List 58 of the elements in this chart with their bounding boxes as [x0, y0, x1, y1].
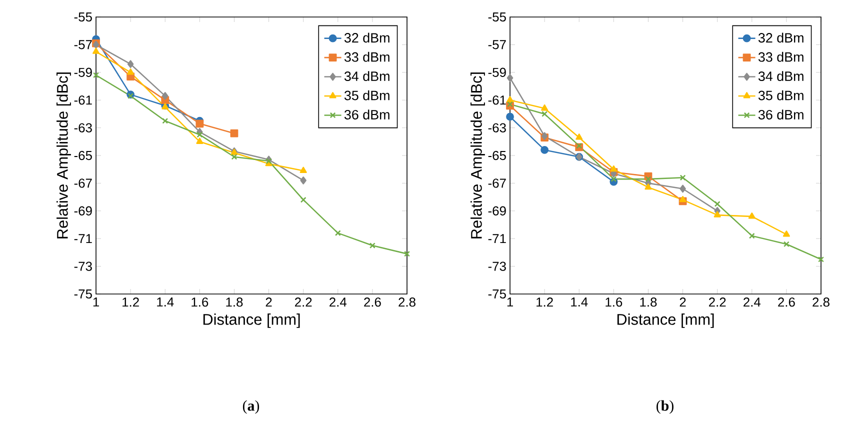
legend-label: 36 dBm — [344, 110, 390, 120]
y-tick-label: -73 — [74, 262, 92, 271]
x-tick-label: 1.8 — [226, 298, 243, 307]
y-tick-label: -57 — [488, 40, 506, 50]
y-tick-label: -59 — [488, 68, 506, 77]
y-tick-label: -63 — [74, 123, 92, 132]
x-tick-label: 2.4 — [744, 298, 761, 307]
legend-label: 32 dBm — [758, 32, 804, 43]
y-tick-label: -63 — [488, 123, 506, 132]
x-tick-label: 2.6 — [778, 298, 795, 307]
x-tick-label: 1.2 — [122, 298, 139, 307]
x-tick-label: 1.2 — [536, 298, 553, 307]
x-axis-title: Distance [mm] — [617, 314, 714, 328]
x-tick-label: 2.6 — [364, 298, 381, 307]
legend-label: 35 dBm — [344, 90, 390, 100]
x-tick-label: 1.4 — [157, 298, 174, 306]
x-tick-label: 1 — [507, 298, 513, 306]
y-tick-label: -67 — [488, 178, 506, 188]
y-tick-label: -69 — [488, 206, 506, 216]
y-tick-label: -57 — [74, 40, 92, 50]
x-tick-label: 1.6 — [192, 298, 208, 307]
legend-label: 34 dBm — [344, 71, 390, 82]
x-tick-label: 1.4 — [571, 298, 588, 306]
y-axis-title: Relative Amplitude [dBc] — [56, 72, 71, 238]
x-tick-label: 2.8 — [812, 298, 830, 307]
y-tick-label: -61 — [74, 96, 92, 105]
y-tick-label: -75 — [488, 289, 506, 299]
y-axis-title: Relative Amplitude [dBc] — [470, 72, 485, 238]
y-tick-label: -75 — [74, 289, 92, 299]
y-tick-label: -59 — [74, 68, 92, 77]
x-tick-label: 2.2 — [709, 298, 726, 307]
x-tick-label: 2.8 — [398, 298, 416, 307]
legend-label: 36 dBm — [758, 110, 804, 120]
y-tick-label: -61 — [488, 96, 506, 105]
x-tick-label: 1 — [93, 298, 99, 306]
y-tick-label: -67 — [74, 178, 92, 188]
x-tick-label: 1.6 — [606, 298, 622, 307]
y-tick-label: -71 — [488, 234, 506, 244]
legend-label: 34 dBm — [758, 71, 804, 82]
x-axis-title: Distance [mm] — [203, 314, 300, 328]
y-tick-label: -65 — [488, 150, 506, 160]
y-tick-label: -71 — [74, 234, 92, 244]
x-tick-label: 1.8 — [640, 298, 657, 307]
legend-label: 33 dBm — [344, 52, 390, 62]
x-tick-label: 2.2 — [294, 298, 312, 307]
y-tick-label: -55 — [74, 12, 92, 22]
y-tick-label: -69 — [74, 206, 92, 216]
x-tick-label: 2 — [266, 298, 272, 307]
text: (b) — [656, 400, 674, 414]
y-tick-label: -55 — [488, 12, 506, 22]
y-tick-label: -65 — [74, 150, 92, 160]
legend-label: 32 dBm — [344, 32, 390, 43]
legend-label: 33 dBm — [758, 52, 804, 62]
x-tick-label: 2 — [680, 298, 686, 307]
text: (a) — [242, 400, 260, 414]
x-tick-label: 2.4 — [330, 298, 347, 307]
legend-label: 35 dBm — [758, 90, 804, 100]
y-tick-label: -73 — [488, 262, 506, 271]
